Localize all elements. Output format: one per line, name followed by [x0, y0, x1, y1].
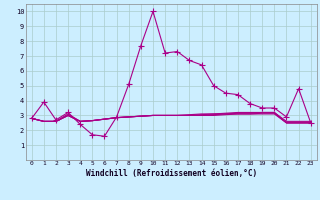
- X-axis label: Windchill (Refroidissement éolien,°C): Windchill (Refroidissement éolien,°C): [86, 169, 257, 178]
